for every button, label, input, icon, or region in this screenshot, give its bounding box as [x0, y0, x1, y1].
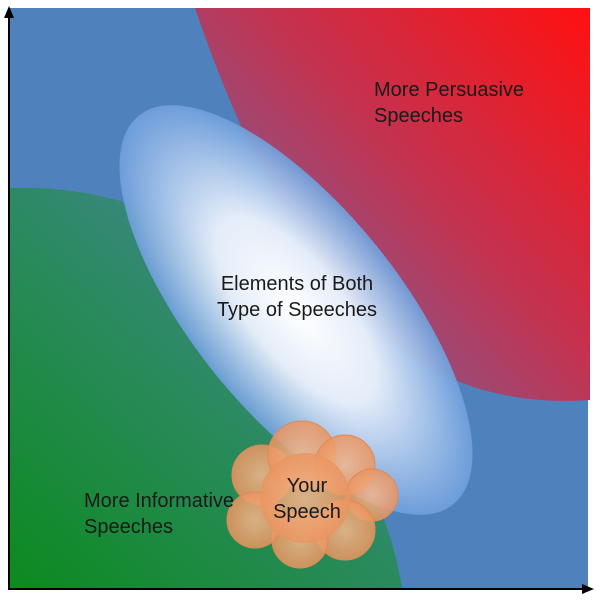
x-axis-arrow-icon — [582, 584, 594, 594]
your-speech-label-line1: Your — [286, 475, 328, 497]
your-speech-cloud — [226, 420, 399, 569]
y-axis-arrow-icon — [4, 6, 14, 18]
persuasive-label-line2: Speeches — [374, 105, 463, 127]
overlap-ellipse — [119, 105, 473, 515]
persuasive-label: More Persuasive Speeches — [374, 77, 524, 129]
persuasive-region — [195, 8, 590, 401]
informative-label-line1: More Informative — [84, 490, 235, 512]
both-label: Elements of Both Type of Speeches — [202, 271, 392, 323]
your-speech-label-line2: Speech — [273, 501, 341, 523]
your-speech-label: Your Speech — [262, 473, 352, 525]
informative-label: More Informative Speeches — [84, 488, 234, 540]
axes — [4, 6, 594, 594]
both-label-line1: Elements of Both — [220, 273, 374, 295]
informative-label-line2: Speeches — [84, 516, 173, 538]
persuasive-label-line1: More Persuasive — [374, 79, 525, 101]
both-label-line2: Type of Speeches — [216, 299, 378, 321]
